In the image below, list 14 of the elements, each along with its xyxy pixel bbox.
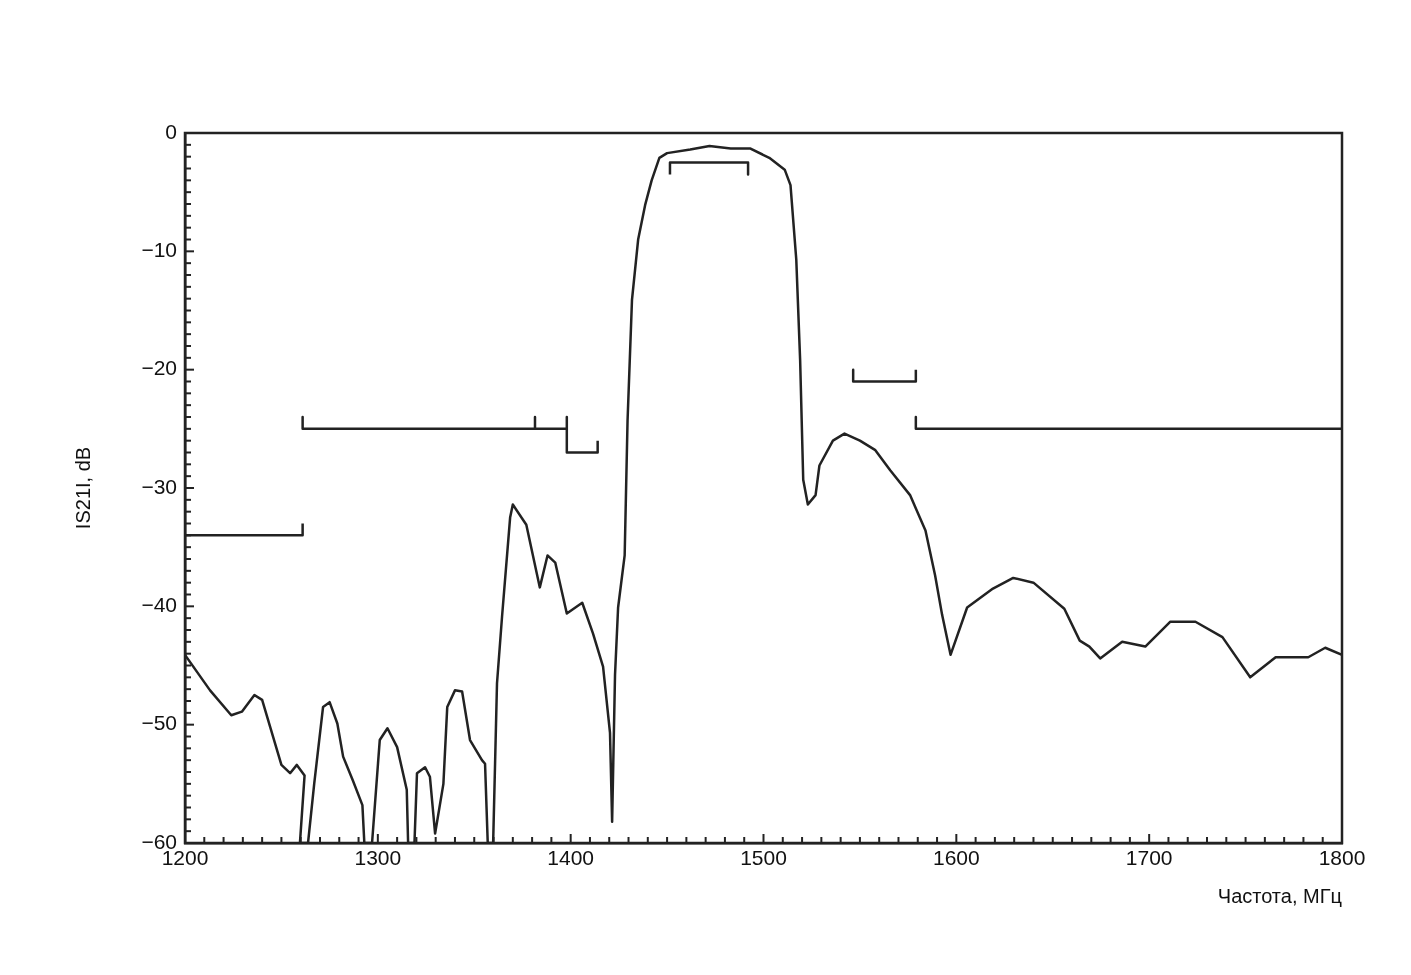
x-axis-title: Частота, МГц	[1217, 884, 1342, 907]
y-tick-label: −30	[141, 474, 177, 498]
y-tick-label: 0	[165, 119, 177, 143]
y-tick-label: −40	[141, 593, 177, 617]
x-tick-label: 1300	[354, 846, 402, 870]
x-tick-label: 1700	[1125, 846, 1173, 870]
x-tick-label: 1600	[932, 846, 980, 870]
x-tick-label: 1400	[547, 846, 595, 870]
y-tick-label: −50	[141, 711, 177, 735]
y-tick-label: −10	[141, 238, 177, 262]
y-tick-label: −20	[141, 356, 177, 380]
x-tick-label: 1500	[740, 846, 787, 870]
y-axis-title: IS21I, dB	[71, 446, 94, 530]
x-tick-label: 1800	[1318, 846, 1366, 870]
